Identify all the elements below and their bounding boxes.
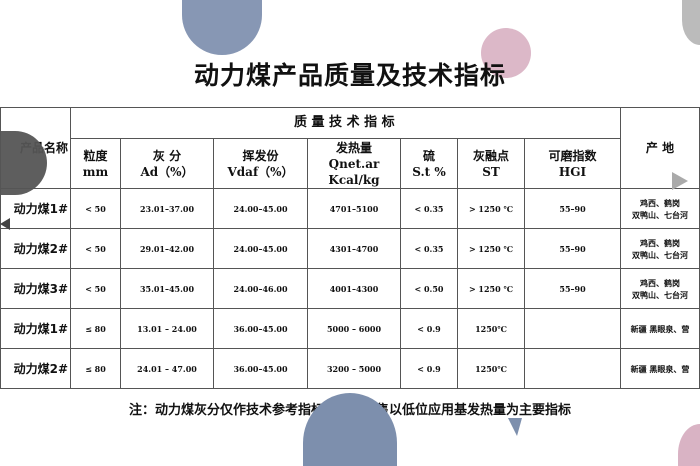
column-header-line: S.t % [412, 164, 446, 179]
table-cell: 1250℃ [457, 308, 525, 349]
table-cell: 4701–5100 [307, 188, 401, 229]
table-cell: 3200 – 5000 [307, 348, 401, 389]
origin-line: 鸡西、鹤岗 [640, 197, 681, 208]
decor-circle-blue-top [182, 0, 262, 55]
origin-line: 新疆 黑眼泉、营 [630, 323, 690, 334]
table-cell: < 50 [70, 268, 121, 309]
origin-line: 双鸭山、七台河 [632, 289, 689, 300]
column-header-line: 挥发份 [242, 148, 279, 163]
decor-circle-pink-top [481, 28, 531, 78]
table-cell: < 50 [70, 228, 121, 269]
table-cell: ≤ 80 [70, 308, 121, 349]
table-cell: 55–90 [523, 228, 622, 269]
decor-triangle-left [0, 218, 10, 230]
product-name: 动力煤1# [0, 308, 71, 349]
table-cell: 35.01–45.00 [120, 268, 214, 309]
product-name: 动力煤3# [0, 268, 71, 309]
origin-line: 双鸭山、七台河 [632, 209, 689, 220]
table-row: 动力煤2# ≤ 80 24.01 – 47.00 36.00–45.00 3200 – … [0, 348, 700, 389]
column-header: 灰 分 Ad（%） [120, 138, 214, 189]
decor-circle-gray-topright [682, 0, 700, 45]
origin-cell: 新疆 黑眼泉、营 [620, 348, 700, 389]
column-header-line: 粒度 [83, 148, 108, 163]
table-row: 动力煤3# < 50 35.01–45.00 24.00–46.00 4001–4300… [0, 268, 700, 309]
table-cell: > 1250 ℃ [457, 188, 525, 229]
decor-circle-blue-bottom [303, 393, 397, 466]
table-cell: 55–90 [523, 188, 622, 229]
product-name: 动力煤2# [0, 348, 71, 389]
table-cell: 24.00–45.00 [213, 228, 308, 269]
column-header: 硫 S.t % [400, 138, 458, 189]
table-row: 动力煤1# < 50 23.01–37.00 24.00–45.00 4701–5100… [0, 188, 700, 229]
header-quality-group: 质 量 技 术 指 标 [69, 107, 622, 139]
table-row: 动力煤1# ≤ 80 13.01 – 24.00 36.00–45.00 5000 – … [0, 308, 700, 349]
column-header-line: Qnet.ar [328, 156, 380, 171]
page-title: 动力煤产品质量及技术指标 [193, 61, 506, 90]
column-header-line: Kcal/kg [328, 172, 380, 187]
column-header: 粒度 mm [70, 138, 121, 189]
column-header: 可磨指数 HGI [523, 138, 622, 189]
column-header-line: 灰 分 [152, 148, 182, 163]
origin-cell: 鸡西、鹤岗 双鸭山、七台河 [620, 268, 700, 309]
table-cell: < 0.9 [400, 348, 458, 389]
column-header-line: Ad（%） [140, 164, 194, 179]
table-cell: 36.00–45.00 [213, 308, 308, 349]
decor-triangle-bottom [508, 418, 522, 436]
table-cell: 13.01 – 24.00 [120, 308, 214, 349]
origin-line: 双鸭山、七台河 [632, 249, 689, 260]
table-cell [523, 308, 622, 349]
table-cell: < 50 [70, 188, 121, 229]
coal-spec-table: 产品名称 质 量 技 术 指 标 产 地 粒度 mm 灰 分 Ad（%） 挥发份 Vdaf… [0, 107, 700, 389]
column-header-line: 灰融点 [472, 148, 509, 163]
column-header: 发热量 Qnet.ar Kcal/kg [307, 138, 401, 189]
table-cell: 1250℃ [457, 348, 525, 389]
table-cell: 24.00–45.00 [213, 188, 308, 229]
table-cell: 55–90 [523, 268, 622, 309]
table-cell: 36.00–45.00 [213, 348, 308, 389]
table-cell: 4001–4300 [307, 268, 401, 309]
table-cell: 29.01–42.00 [120, 228, 214, 269]
column-header: 灰融点 ST [457, 138, 525, 189]
column-header-line: ST [482, 164, 500, 179]
column-header-line: 可磨指数 [548, 148, 597, 163]
table-cell: < 0.35 [400, 188, 458, 229]
table-cell: > 1250 ℃ [457, 228, 525, 269]
table-cell: > 1250 ℃ [457, 268, 525, 309]
table-cell: 4301–4700 [307, 228, 401, 269]
table-cell: < 0.35 [400, 228, 458, 269]
table-row: 动力煤2# < 50 29.01–42.00 24.00–45.00 4301–4700… [0, 228, 700, 269]
column-header-line: 硫 [422, 148, 435, 163]
table-cell: < 0.50 [400, 268, 458, 309]
column-header-line: HGI [558, 164, 587, 179]
product-name: 动力煤2# [0, 228, 71, 269]
table-cell: 5000 – 6000 [307, 308, 401, 349]
origin-cell: 鸡西、鹤岗 双鸭山、七台河 [620, 188, 700, 229]
column-header: 挥发份 Vdaf（%） [213, 138, 308, 189]
decor-triangle-right [672, 172, 688, 190]
origin-cell: 鸡西、鹤岗 双鸭山、七台河 [620, 228, 700, 269]
column-header-line: mm [82, 164, 109, 179]
origin-cell: 新疆 黑眼泉、营 [620, 308, 700, 349]
column-header-line: 发热量 [335, 140, 372, 155]
origin-line: 鸡西、鹤岗 [640, 277, 681, 288]
table-cell: < 0.9 [400, 308, 458, 349]
table-cell: ≤ 80 [70, 348, 121, 389]
origin-line: 新疆 黑眼泉、营 [630, 363, 690, 374]
table-cell: 23.01–37.00 [120, 188, 214, 229]
table-cell [523, 348, 622, 389]
decor-circle-pink-bottomright [678, 424, 700, 466]
origin-line: 鸡西、鹤岗 [640, 237, 681, 248]
table-cell: 24.01 – 47.00 [120, 348, 214, 389]
column-header-line: Vdaf（%） [227, 164, 294, 179]
table-cell: 24.00–46.00 [213, 268, 308, 309]
